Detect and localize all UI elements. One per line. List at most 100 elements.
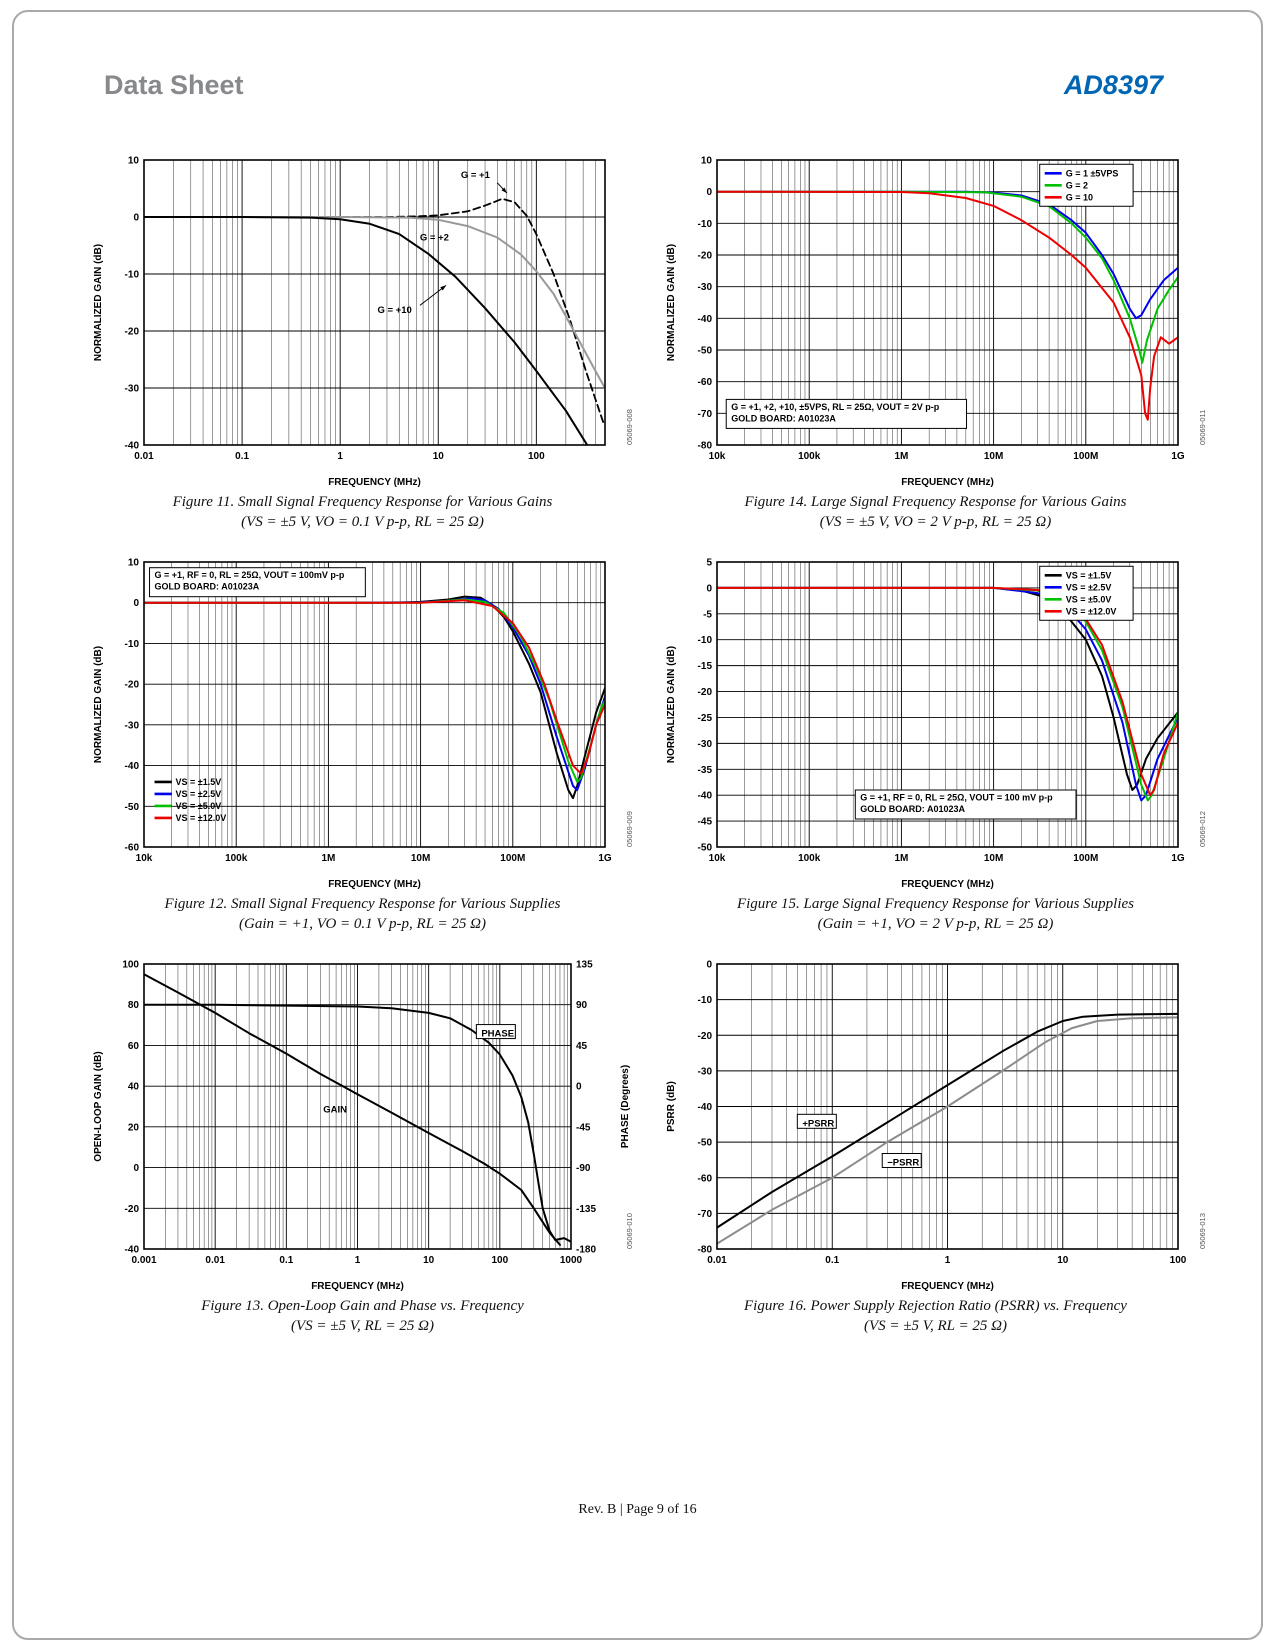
svg-text:-30: -30 xyxy=(698,739,713,750)
svg-text:1G: 1G xyxy=(1171,451,1185,462)
svg-text:60: 60 xyxy=(128,1041,140,1052)
svg-text:G = +1: G = +1 xyxy=(461,170,491,181)
caption-conditions: (VS = ±5 V, VO = 0.1 V p-p, RL = 25 Ω) xyxy=(241,513,484,530)
svg-text:0.1: 0.1 xyxy=(825,1255,839,1266)
svg-text:100k: 100k xyxy=(798,853,821,864)
svg-text:1000: 1000 xyxy=(560,1255,583,1266)
svg-text:0.01: 0.01 xyxy=(707,1255,727,1266)
svg-text:10: 10 xyxy=(423,1255,435,1266)
caption-line: Figure 12. Small Signal Frequency Respon… xyxy=(164,896,561,912)
svg-text:NORMALIZED GAIN (dB): NORMALIZED GAIN (dB) xyxy=(93,646,104,763)
svg-text:1M: 1M xyxy=(894,853,908,864)
figure-11-block: 0.01 0.1 1 10 100 -40 -30 -20 -10 0 10 FREQUENCY (M… xyxy=(90,146,635,532)
caption-conditions: (Gain = +1, VO = 2 V p-p, RL = 25 Ω) xyxy=(817,915,1054,932)
svg-text:NORMALIZED GAIN (dB): NORMALIZED GAIN (dB) xyxy=(666,244,677,361)
svg-text:-70: -70 xyxy=(698,1209,713,1220)
svg-text:-135: -135 xyxy=(576,1204,596,1215)
svg-text:10k: 10k xyxy=(709,853,726,864)
svg-text:VS = ±2.5V: VS = ±2.5V xyxy=(176,789,222,799)
svg-text:05069-013: 05069-013 xyxy=(1198,1213,1207,1249)
figure-13-block: 0.001 0.01 0.1 1 10 100 1000 -40 -20 0 20 40 60 80 100… xyxy=(90,950,635,1336)
figure-11-chart: 0.01 0.1 1 10 100 -40 -30 -20 -10 0 10 FREQUENCY (M… xyxy=(90,146,635,491)
figure-15-caption: Figure 15. Large Signal Frequency Respon… xyxy=(663,895,1208,934)
svg-text:-50: -50 xyxy=(698,843,713,854)
svg-text:-45: -45 xyxy=(698,817,713,828)
svg-text:-20: -20 xyxy=(125,1204,140,1215)
svg-text:VS = ±1.5V: VS = ±1.5V xyxy=(1066,570,1112,580)
svg-text:135: 135 xyxy=(576,960,593,971)
svg-text:1G: 1G xyxy=(598,853,612,864)
svg-text:20: 20 xyxy=(128,1122,140,1133)
svg-text:10k: 10k xyxy=(709,451,726,462)
svg-text:GOLD BOARD: A01023A: GOLD BOARD: A01023A xyxy=(731,413,836,423)
svg-text:-70: -70 xyxy=(698,409,713,420)
svg-text:100M: 100M xyxy=(1073,853,1098,864)
figure-14-caption: Figure 14. Large Signal Frequency Respon… xyxy=(663,493,1208,532)
svg-text:-20: -20 xyxy=(698,251,713,262)
svg-text:-40: -40 xyxy=(698,791,713,802)
svg-text:0.001: 0.001 xyxy=(131,1255,156,1266)
svg-text:OPEN-LOOP GAIN (dB): OPEN-LOOP GAIN (dB) xyxy=(93,1051,104,1161)
svg-text:FREQUENCY (MHz): FREQUENCY (MHz) xyxy=(901,477,994,488)
svg-text:G = +1, RF = 0, RL = 25Ω, VOUT: G = +1, RF = 0, RL = 25Ω, VOUT = 100 mV … xyxy=(860,793,1053,803)
svg-text:-80: -80 xyxy=(698,441,713,452)
svg-text:40: 40 xyxy=(128,1082,140,1093)
caption-line: Figure 16. Power Supply Rejection Ratio … xyxy=(744,1298,1127,1314)
svg-text:05069-009: 05069-009 xyxy=(625,811,634,847)
svg-text:45: 45 xyxy=(576,1041,588,1052)
svg-text:0: 0 xyxy=(706,583,712,594)
svg-text:-90: -90 xyxy=(576,1163,591,1174)
svg-text:0.01: 0.01 xyxy=(134,451,154,462)
svg-text:-40: -40 xyxy=(698,314,713,325)
svg-text:FREQUENCY (MHz): FREQUENCY (MHz) xyxy=(311,1281,404,1292)
svg-text:90: 90 xyxy=(576,1000,588,1011)
svg-text:+PSRR: +PSRR xyxy=(802,1118,834,1129)
figure-16-chart: 0.01 0.1 1 10 100 -80 -70 -60 -50 -40 -30 -20 -10 0 FR… xyxy=(663,950,1208,1295)
svg-text:05069-011: 05069-011 xyxy=(1198,410,1207,445)
svg-text:-35: -35 xyxy=(698,765,713,776)
rev-page-label: Rev. B | Page 9 of 16 xyxy=(578,1502,697,1517)
svg-text:100: 100 xyxy=(528,451,545,462)
svg-text:FREQUENCY (MHz): FREQUENCY (MHz) xyxy=(901,1281,994,1292)
svg-text:5: 5 xyxy=(706,558,712,569)
svg-text:-10: -10 xyxy=(698,219,713,230)
figure-16-block: 0.01 0.1 1 10 100 -80 -70 -60 -50 -40 -30 -20 -10 0 FR… xyxy=(663,950,1208,1336)
svg-text:0: 0 xyxy=(133,598,139,609)
svg-text:-40: -40 xyxy=(125,1245,140,1256)
svg-text:GAIN: GAIN xyxy=(323,1105,347,1116)
svg-text:0.01: 0.01 xyxy=(205,1255,225,1266)
figure-14-chart: 10k 100k 1M 10M 100M 1G -80 -70 -60 -50 -40 -30 -20 -… xyxy=(663,146,1208,491)
svg-text:-20: -20 xyxy=(698,1031,713,1042)
svg-text:VS = ±12.0V: VS = ±12.0V xyxy=(176,813,227,823)
svg-text:PHASE (Degrees): PHASE (Degrees) xyxy=(620,1065,631,1148)
caption-line: Figure 11. Small Signal Frequency Respon… xyxy=(172,494,553,510)
doc-type-label: Data Sheet xyxy=(104,70,244,100)
svg-text:-50: -50 xyxy=(125,802,140,813)
figure-14-block: 10k 100k 1M 10M 100M 1G -80 -70 -60 -50 -40 -30 -20 -… xyxy=(663,146,1208,532)
svg-text:0: 0 xyxy=(133,213,139,224)
svg-text:-15: -15 xyxy=(698,661,713,672)
caption-conditions: (VS = ±5 V, VO = 2 V p-p, RL = 25 Ω) xyxy=(819,513,1052,530)
svg-text:-60: -60 xyxy=(125,843,140,854)
svg-text:-10: -10 xyxy=(125,270,140,281)
svg-text:-40: -40 xyxy=(125,441,140,452)
svg-text:05069-010: 05069-010 xyxy=(625,1213,634,1249)
caption-conditions: (VS = ±5 V, RL = 25 Ω) xyxy=(864,1317,1007,1334)
svg-text:G = +10: G = +10 xyxy=(377,305,411,316)
svg-text:-10: -10 xyxy=(125,639,140,650)
figure-13-caption: Figure 13. Open-Loop Gain and Phase vs. … xyxy=(90,1297,635,1336)
svg-text:G = 10: G = 10 xyxy=(1066,192,1093,202)
svg-text:10: 10 xyxy=(128,558,140,569)
svg-text:-60: -60 xyxy=(698,377,713,388)
svg-text:100: 100 xyxy=(122,960,139,971)
svg-text:10: 10 xyxy=(128,156,140,167)
svg-text:-60: -60 xyxy=(698,1173,713,1184)
svg-text:-50: -50 xyxy=(698,1138,713,1149)
svg-text:-40: -40 xyxy=(698,1102,713,1113)
svg-text:0: 0 xyxy=(133,1163,139,1174)
figure-11-caption: Figure 11. Small Signal Frequency Respon… xyxy=(90,493,635,532)
svg-text:1: 1 xyxy=(355,1255,361,1266)
svg-text:1M: 1M xyxy=(894,451,908,462)
svg-text:-50: -50 xyxy=(698,346,713,357)
svg-text:VS = ±5.0V: VS = ±5.0V xyxy=(1066,594,1112,604)
